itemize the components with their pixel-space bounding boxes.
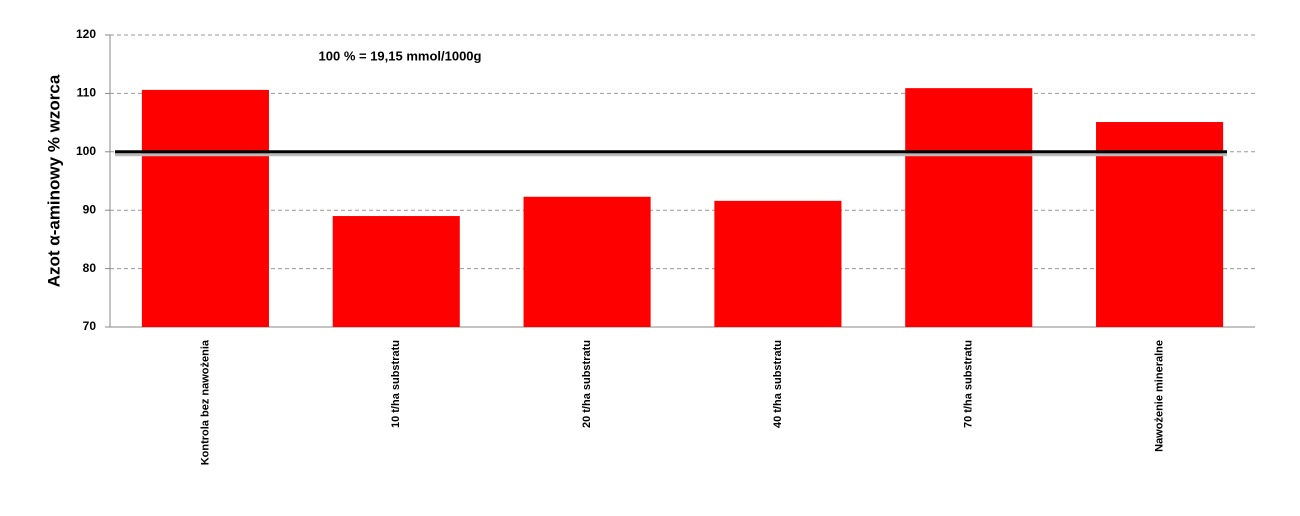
x-tick-label: Nawożenie mineralne bbox=[1153, 340, 1165, 452]
x-tick-label: Kontrola bez nawożenia bbox=[199, 339, 211, 465]
bar bbox=[141, 89, 269, 328]
x-tick-label: 40 t/ha substratu bbox=[772, 340, 784, 428]
x-tick-label: 10 t/ha substratu bbox=[390, 340, 402, 428]
y-axis-label: Azot α-aminowy % wzorca bbox=[44, 74, 63, 287]
y-tick-label: 90 bbox=[83, 202, 97, 216]
bar bbox=[714, 200, 842, 327]
y-tick-label: 120 bbox=[76, 27, 96, 41]
x-tick-label: 70 t/ha substratu bbox=[963, 340, 975, 428]
bar bbox=[523, 196, 651, 327]
bar bbox=[332, 216, 460, 327]
y-tick-label: 100 bbox=[76, 144, 96, 158]
y-tick-label: 70 bbox=[83, 319, 97, 333]
bar bbox=[905, 88, 1033, 327]
y-tick-label: 110 bbox=[77, 86, 97, 100]
annotation: 100 % = 19,15 mmol/1000g bbox=[319, 48, 482, 63]
x-tick-label: 20 t/ha substratu bbox=[581, 340, 593, 428]
y-tick-label: 80 bbox=[83, 261, 97, 275]
